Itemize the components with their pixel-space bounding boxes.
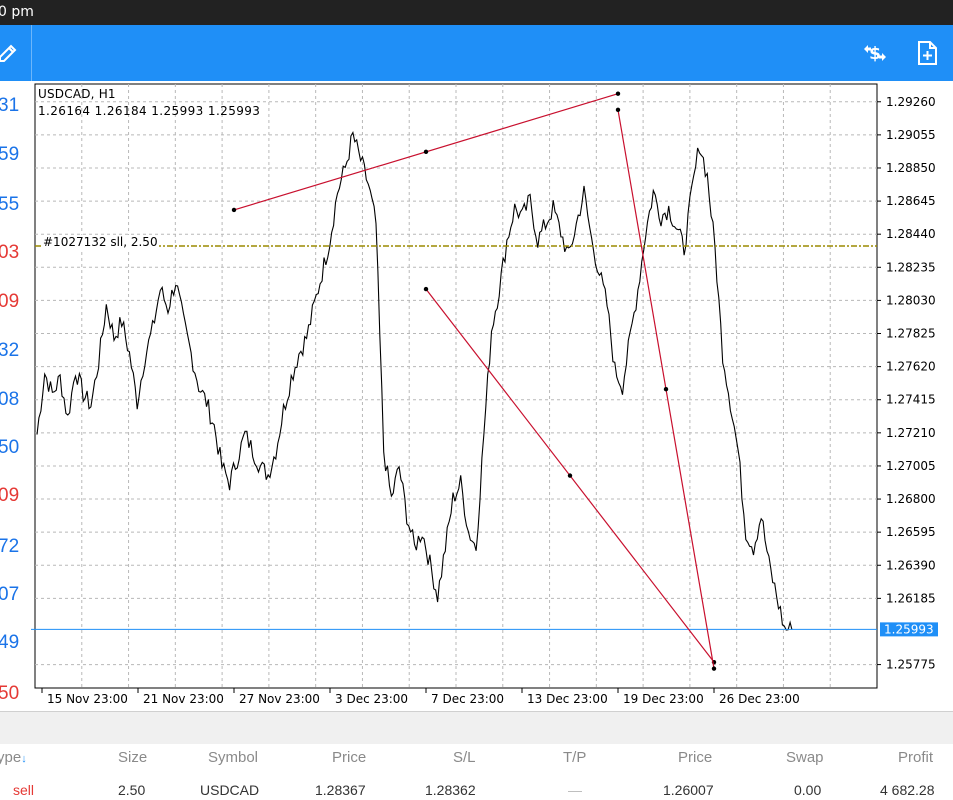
position-swap: 0.00 [794, 782, 822, 798]
trendline-anchor [615, 107, 621, 113]
y-tick-label: 1.26185 [886, 591, 936, 605]
position-sl: 1.28362 [425, 782, 476, 798]
quote-value[interactable]: 32 [0, 340, 20, 361]
y-tick-label: 1.29260 [886, 95, 936, 109]
trendline-midpoint [567, 473, 573, 478]
chart-ohlc-values: 1.26164 1.26184 1.25993 1.25993 [38, 104, 261, 118]
y-tick-label: 1.27005 [886, 459, 936, 473]
x-tick-label: 15 Nov 23:00 [47, 692, 128, 706]
y-tick-label: 1.28030 [886, 293, 936, 307]
y-tick-label: 1.28440 [886, 227, 936, 241]
x-tick-label: 19 Dec 23:00 [623, 692, 704, 706]
quote-value[interactable]: 50 [0, 683, 20, 704]
y-tick-label: 1.26390 [886, 558, 936, 572]
price-chart[interactable]: 1.29260 1.29055 1.28850 1.28645 1.28440 1.282… [31, 81, 953, 711]
position-price: 1.28367 [315, 782, 366, 798]
x-tick-label: 13 Dec 23:00 [527, 692, 608, 706]
header-sl[interactable]: S/L [453, 749, 476, 766]
header-swap[interactable]: Swap [786, 749, 824, 766]
quote-value[interactable]: 50 [0, 437, 20, 458]
x-tick-label: 27 Nov 23:00 [239, 692, 320, 706]
position-type: sell [13, 782, 35, 798]
y-tick-label: 1.27825 [886, 327, 936, 341]
svg-text:$: $ [869, 44, 881, 64]
trendline-anchor [231, 207, 237, 213]
status-time: 0 pm [0, 4, 34, 20]
quote-value[interactable]: 59 [0, 144, 20, 165]
position-tp: — [568, 782, 582, 798]
y-tick-label: 1.25775 [886, 658, 936, 672]
position-profit: 4 682.28 [880, 782, 935, 798]
x-tick-label: 3 Dec 23:00 [335, 692, 408, 706]
trendline-anchor [711, 666, 717, 671]
y-tick-label: 1.28850 [886, 161, 936, 175]
currency-switch-icon[interactable]: $ [861, 39, 889, 67]
trendline-anchor [615, 91, 621, 96]
quote-value[interactable]: 03 [0, 242, 20, 263]
panel-gap [0, 712, 953, 744]
quote-value[interactable]: 08 [0, 389, 20, 410]
header-type[interactable]: ype↓ [0, 749, 27, 766]
current-price-badge [880, 622, 938, 637]
trendline-anchor [423, 286, 429, 292]
y-tick-label: 1.27415 [886, 393, 936, 407]
header-profit[interactable]: Profit [898, 749, 934, 766]
y-tick-label: 1.28645 [886, 194, 936, 208]
price-series-line [36, 130, 793, 631]
quote-value[interactable]: 07 [0, 584, 20, 605]
y-tick-label: 1.26800 [886, 492, 936, 506]
position-size: 2.50 [118, 782, 146, 798]
quote-value[interactable]: 09 [0, 291, 20, 312]
quote-value[interactable]: 31 [0, 95, 20, 116]
y-tick-label: 1.27620 [886, 360, 936, 374]
header-current-price[interactable]: Price [678, 749, 713, 766]
quote-value[interactable]: 49 [0, 632, 20, 653]
toolbar-divider [31, 25, 32, 81]
status-bar: 0 pm [0, 0, 953, 25]
header-size[interactable]: Size [118, 749, 148, 766]
pencil-icon[interactable] [0, 39, 22, 67]
x-tick-label: 7 Dec 23:00 [431, 692, 504, 706]
position-current-price: 1.26007 [663, 782, 714, 798]
position-row[interactable]: sell 2.50 USDCAD 1.28367 1.28362 — 1.260… [0, 772, 953, 800]
header-symbol[interactable]: Symbol [208, 749, 259, 766]
quote-value[interactable]: 09 [0, 485, 20, 506]
quote-value[interactable]: 72 [0, 536, 20, 557]
sort-arrow-icon: ↓ [21, 753, 27, 765]
x-tick-label: 26 Dec 23:00 [719, 692, 800, 706]
quotes-strip: 31 59 55 03 09 32 08 50 09 72 07 49 50 [0, 81, 31, 711]
y-tick-label: 1.26595 [886, 525, 936, 539]
x-tick-label: 21 Nov 23:00 [143, 692, 224, 706]
header-price[interactable]: Price [332, 749, 367, 766]
quote-value[interactable]: 55 [0, 194, 20, 215]
positions-header: ype↓ Size Symbol Price S/L T/P Price Swa… [0, 744, 953, 770]
position-symbol: USDCAD [200, 782, 260, 798]
trendline-midpoint [423, 149, 429, 155]
current-price-badge-text: 1.25993 [884, 622, 934, 636]
header-tp[interactable]: T/P [563, 749, 587, 766]
app-toolbar: $ [0, 25, 953, 81]
panel-separator [0, 711, 953, 712]
y-tick-label: 1.29055 [886, 128, 936, 142]
y-tick-label: 1.27210 [886, 426, 936, 440]
order-line-label: #1027132 sll, 2.50 [42, 235, 159, 249]
trendline-midpoint [663, 387, 669, 392]
chart-symbol-timeframe: USDCAD, H1 [38, 87, 116, 101]
new-order-icon[interactable] [913, 39, 941, 67]
chart-canvas[interactable]: 1.29260 1.29055 1.28850 1.28645 1.28440 1.282… [31, 81, 953, 711]
y-tick-label: 1.28235 [886, 260, 936, 274]
